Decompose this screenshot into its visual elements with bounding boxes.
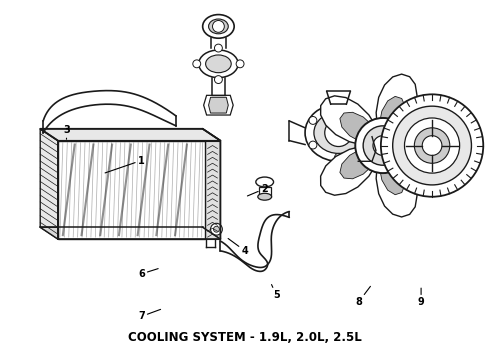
Text: 7: 7	[138, 309, 161, 321]
Circle shape	[405, 118, 460, 173]
Text: 2: 2	[247, 184, 268, 196]
Ellipse shape	[305, 104, 372, 161]
Circle shape	[215, 76, 222, 84]
Circle shape	[214, 226, 220, 232]
Polygon shape	[376, 156, 417, 217]
Circle shape	[415, 128, 450, 163]
Polygon shape	[259, 187, 270, 197]
Polygon shape	[40, 129, 58, 239]
Text: 3: 3	[63, 125, 70, 139]
Polygon shape	[402, 134, 434, 157]
Ellipse shape	[206, 55, 231, 73]
Text: 5: 5	[271, 284, 280, 300]
Circle shape	[236, 60, 244, 68]
Polygon shape	[40, 129, 220, 141]
Polygon shape	[340, 112, 373, 142]
Circle shape	[363, 126, 402, 165]
Text: 4: 4	[228, 238, 248, 256]
Polygon shape	[340, 149, 373, 179]
Circle shape	[213, 21, 224, 32]
Polygon shape	[205, 141, 220, 239]
Polygon shape	[320, 145, 377, 195]
Polygon shape	[320, 96, 377, 145]
Polygon shape	[58, 141, 205, 239]
Polygon shape	[379, 161, 405, 195]
Text: 8: 8	[355, 286, 370, 307]
Text: 9: 9	[417, 288, 424, 307]
Circle shape	[392, 106, 471, 185]
Ellipse shape	[256, 177, 273, 187]
Circle shape	[335, 104, 343, 112]
Polygon shape	[397, 127, 457, 165]
Ellipse shape	[314, 112, 363, 153]
Circle shape	[422, 136, 442, 156]
Ellipse shape	[209, 19, 228, 34]
Circle shape	[355, 118, 411, 173]
Circle shape	[381, 94, 483, 197]
Circle shape	[193, 60, 201, 68]
Ellipse shape	[199, 50, 238, 78]
Circle shape	[360, 141, 368, 149]
Text: 1: 1	[105, 156, 145, 173]
Text: COOLING SYSTEM - 1.9L, 2.0L, 2.5L: COOLING SYSTEM - 1.9L, 2.0L, 2.5L	[128, 331, 362, 344]
Circle shape	[309, 117, 317, 124]
Circle shape	[215, 44, 222, 52]
Circle shape	[360, 117, 368, 124]
Polygon shape	[40, 227, 220, 239]
Circle shape	[335, 153, 343, 161]
Ellipse shape	[203, 15, 234, 38]
Polygon shape	[379, 96, 405, 130]
Polygon shape	[376, 74, 417, 135]
Polygon shape	[209, 97, 228, 113]
Circle shape	[309, 141, 317, 149]
Text: 6: 6	[138, 269, 158, 279]
Polygon shape	[204, 95, 233, 115]
Circle shape	[373, 136, 392, 156]
Circle shape	[325, 119, 352, 147]
Circle shape	[211, 223, 222, 235]
Ellipse shape	[258, 193, 271, 200]
